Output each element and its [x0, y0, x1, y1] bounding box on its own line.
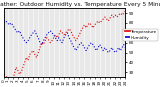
Humidity — [73, 47, 75, 48]
Temperature — [73, 37, 75, 38]
Humidity — [3, 22, 5, 23]
Humidity — [46, 34, 48, 35]
Humidity — [22, 37, 24, 38]
Humidity — [82, 44, 84, 45]
Line: Temperature: Temperature — [4, 11, 125, 82]
Humidity — [124, 47, 126, 48]
Temperature — [82, 27, 84, 28]
Line: Humidity: Humidity — [4, 21, 125, 53]
Temperature — [87, 24, 89, 25]
Temperature — [46, 37, 48, 38]
Legend: Temperature, Humidity: Temperature, Humidity — [124, 29, 158, 41]
Title: Milwaukee Weather: Outdoor Humidity vs. Temperature Every 5 Minutes: Milwaukee Weather: Outdoor Humidity vs. … — [0, 2, 160, 7]
Humidity — [5, 20, 7, 21]
Temperature — [22, 67, 24, 68]
Humidity — [118, 47, 120, 48]
Humidity — [87, 47, 89, 48]
Temperature — [124, 11, 126, 12]
Temperature — [3, 74, 5, 75]
Humidity — [107, 52, 109, 53]
Temperature — [10, 82, 12, 83]
Temperature — [34, 54, 36, 55]
